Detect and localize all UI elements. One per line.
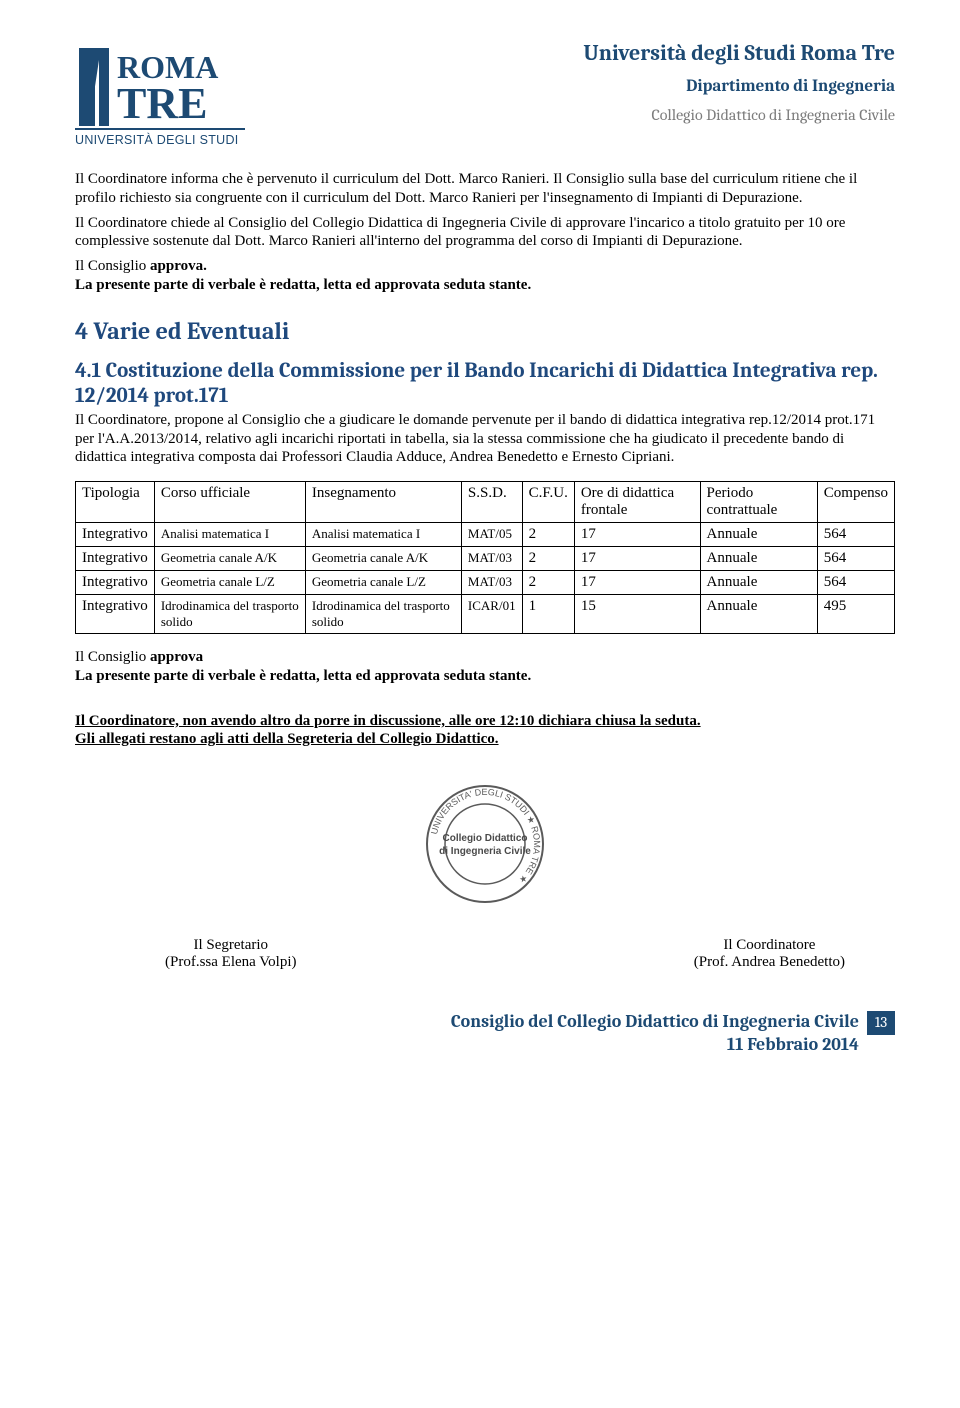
sig-left-title: Il Segretario xyxy=(193,937,268,953)
approval-bold: approva. xyxy=(150,258,207,274)
table-row: Integrativo Geometria canale L/Z Geometr… xyxy=(76,571,895,595)
table-row: Integrativo Idrodinamica del trasporto s… xyxy=(76,595,895,634)
th-ssd: S.S.D. xyxy=(461,482,522,523)
th-corso: Corso ufficiale xyxy=(154,482,305,523)
section-4-heading: 4 Varie ed Eventuali xyxy=(75,317,895,345)
section-4-1-heading: 4.1 Costituzione della Commissione per i… xyxy=(75,359,895,409)
sig-right-name: (Prof. Andrea Benedetto) xyxy=(694,954,845,970)
redatta-line: La presente parte di verbale è redatta, … xyxy=(75,277,531,293)
th-ore: Ore di didattica frontale xyxy=(574,482,700,523)
intro-p1: Il Coordinatore informa che è pervenuto … xyxy=(75,170,895,208)
redatta2-line: La presente parte di verbale è redatta, … xyxy=(75,668,531,684)
university-logo: ROMA TRE UNIVERSITÀ DEGLI STUDI xyxy=(75,40,245,150)
th-insegnamento: Insegnamento xyxy=(305,482,461,523)
page-number: 13 xyxy=(867,1011,895,1035)
approval-2: Il Consiglio approva La presente parte d… xyxy=(75,648,895,686)
signatures: Il Segretario (Prof.ssa Elena Volpi) Il … xyxy=(165,937,845,971)
official-stamp: UNIVERSITA' DEGLI STUDI ★ ROMA TRE ★ Col… xyxy=(420,779,550,909)
signature-left: Il Segretario (Prof.ssa Elena Volpi) xyxy=(165,937,297,971)
closing-line1: Il Coordinatore, non avendo altro da por… xyxy=(75,713,701,729)
closing-para: Il Coordinatore, non avendo altro da por… xyxy=(75,712,895,750)
th-tipologia: Tipologia xyxy=(76,482,155,523)
logo-caption: UNIVERSITÀ DEGLI STUDI xyxy=(75,132,239,147)
sig-right-title: Il Coordinatore xyxy=(723,937,815,953)
stamp-line1: Collegio Didattico xyxy=(443,833,528,844)
footer-line2: 11 Febbraio 2014 xyxy=(727,1034,859,1055)
signature-right: Il Coordinatore (Prof. Andrea Benedetto) xyxy=(694,937,845,971)
closing-line2: Gli allegati restano agli atti della Seg… xyxy=(75,731,499,747)
approval-prefix: Il Consiglio xyxy=(75,258,150,274)
stamp-line2: di Ingegneria Civile xyxy=(439,846,531,857)
table-header-row: Tipologia Corso ufficiale Insegnamento S… xyxy=(76,482,895,523)
th-compenso: Compenso xyxy=(817,482,894,523)
logo-text-bottom: TRE xyxy=(117,79,207,128)
intro-p2: Il Coordinatore chiede al Consiglio del … xyxy=(75,214,895,252)
footer-line1: Consiglio del Collegio Didattico di Inge… xyxy=(451,1011,859,1032)
approval2-prefix: Il Consiglio xyxy=(75,649,150,665)
department-name: Dipartimento di Ingegneria xyxy=(583,77,895,96)
page-footer: Consiglio del Collegio Didattico di Inge… xyxy=(75,1011,895,1056)
table-row: Integrativo Geometria canale A/K Geometr… xyxy=(76,547,895,571)
college-name: Collegio Didattico di Ingegneria Civile xyxy=(583,106,895,124)
th-periodo: Periodo contrattuale xyxy=(700,482,817,523)
th-cfu: C.F.U. xyxy=(522,482,574,523)
table-row: Integrativo Analisi matematica I Analisi… xyxy=(76,523,895,547)
incarichi-table: Tipologia Corso ufficiale Insegnamento S… xyxy=(75,481,895,634)
page-header: ROMA TRE UNIVERSITÀ DEGLI STUDI Universi… xyxy=(75,40,895,150)
section-4-1-para: Il Coordinatore, propone al Consiglio ch… xyxy=(75,411,895,467)
approval-line: Il Consiglio approva. La presente parte … xyxy=(75,257,895,295)
approval2-bold: approva xyxy=(150,649,203,665)
sig-left-name: (Prof.ssa Elena Volpi) xyxy=(165,954,297,970)
university-name: Università degli Studi Roma Tre xyxy=(583,40,895,66)
